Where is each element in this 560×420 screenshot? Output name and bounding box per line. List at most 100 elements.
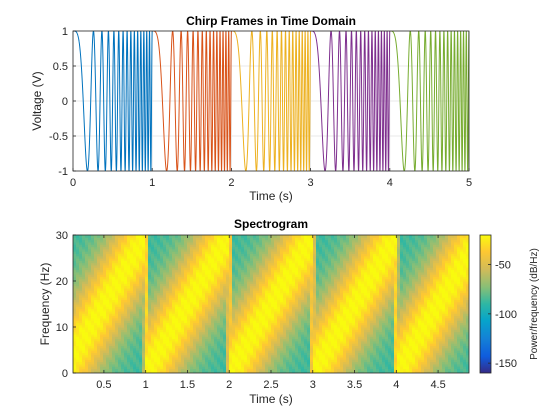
spectrogram-cell (82, 359, 86, 363)
spectrogram-cell (187, 306, 191, 310)
spectrogram-cell (277, 278, 281, 282)
spectrogram-cell (178, 285, 182, 289)
spectrogram-cell (292, 361, 296, 365)
spectrogram-cell (115, 274, 119, 277)
spectrogram-cell (169, 368, 173, 372)
spectrogram-cell (271, 269, 275, 273)
spectrogram-cell (175, 322, 179, 326)
spectrogram-cell (196, 306, 200, 310)
spectrogram-cell (88, 322, 92, 326)
spectrogram-cell (313, 343, 317, 346)
spectrogram-cell (247, 258, 251, 261)
spectrogram-cell (205, 306, 209, 310)
spectrogram-cell (199, 251, 203, 254)
spectrogram-cell (214, 246, 218, 250)
spectrogram-cell (91, 264, 95, 268)
spectrogram-cell (169, 262, 173, 266)
spectrogram-cell (172, 359, 176, 363)
spectrogram-cell (157, 297, 161, 300)
spectrogram-cell (211, 237, 215, 241)
spectrogram-cell (112, 320, 116, 323)
spectrogram-cell (73, 290, 77, 294)
spectrogram-cell (178, 356, 182, 360)
spectrogram-cell (208, 241, 212, 245)
spectrogram-cell (280, 352, 284, 356)
spectrogram-cell (214, 340, 218, 344)
spectrogram-cell (133, 267, 137, 271)
spectrogram-cell (124, 340, 128, 344)
spectrogram-cell (313, 368, 317, 372)
spectrogram-cell (262, 246, 266, 250)
spectrogram-cell (313, 297, 317, 300)
spectrogram-cell (268, 264, 272, 268)
spectrogram-cell (85, 262, 89, 266)
spectrogram-cell (106, 290, 110, 294)
spectrogram-cell (172, 299, 176, 303)
spectrogram-cell (118, 315, 122, 319)
spectrogram-cell (220, 244, 224, 248)
spectrogram-cell (211, 248, 215, 252)
spectrogram-cell (280, 248, 284, 252)
spectrogram-cell (73, 251, 77, 254)
spectrogram-cell (247, 251, 251, 254)
spectrogram-cell (193, 283, 197, 287)
spectrogram-cell (220, 327, 224, 330)
spectrogram-cell (184, 294, 188, 298)
spectrogram-cell (301, 329, 305, 333)
spectrogram-cell (112, 343, 116, 346)
spectrogram-cell (148, 350, 152, 353)
spectrogram-cell (274, 237, 278, 241)
spectrogram-cell (160, 327, 164, 330)
spectrogram-cell (289, 310, 293, 314)
spectrogram-cell (217, 287, 221, 291)
spectrogram-cell (169, 292, 173, 296)
spectrogram-cell (115, 278, 119, 282)
spectrogram-cell (136, 340, 140, 344)
spectrogram-cell (190, 352, 194, 356)
spectrogram-cell (205, 258, 209, 261)
spectrogram-cell (103, 370, 107, 373)
spectrogram-cell (313, 359, 317, 363)
spectrogram-cell (172, 283, 176, 287)
spectrogram-cell (319, 345, 323, 349)
spectrogram-cell (163, 366, 167, 369)
spectrogram-cell (163, 278, 167, 282)
spectrogram-cell (76, 251, 80, 254)
spectrogram-cell (187, 324, 191, 328)
spectrogram-cell (241, 368, 245, 372)
spectrogram-cell (292, 267, 296, 271)
spectrogram-cell (250, 253, 254, 257)
spectrogram-cell (88, 283, 92, 287)
spectrogram-cell (319, 352, 323, 356)
spectrogram-cell (133, 320, 137, 323)
spectrogram-cell (298, 345, 302, 349)
spectrogram-cell (280, 285, 284, 289)
spectrogram-cell (148, 368, 152, 372)
spectrogram-cell (304, 313, 308, 317)
spectrogram-cell (286, 329, 290, 333)
spectrogram-cell (268, 338, 272, 342)
spectrogram-cell (208, 278, 212, 282)
spectrogram-cell (241, 294, 245, 298)
spectrogram-cell (289, 338, 293, 342)
spectrogram-cell (160, 345, 164, 349)
spectrogram-cell (286, 260, 290, 264)
spectrogram-cell (298, 350, 302, 353)
spectrogram-cell (259, 306, 263, 310)
spectrogram-cell (313, 251, 317, 254)
spectrogram-cell (88, 278, 92, 282)
spectrogram-cell (250, 264, 254, 268)
spectrogram-cell (316, 264, 320, 268)
spectrogram-cell (193, 313, 197, 317)
spectrogram-cell (250, 290, 254, 294)
spectrogram-cell (88, 271, 92, 275)
spectrogram-cell (223, 287, 227, 291)
spectrogram-cell (139, 354, 143, 358)
spectrogram-cell (196, 359, 200, 363)
spectrogram-cell (307, 308, 311, 312)
spectrogram-cell (82, 267, 86, 271)
spectrogram-cell (316, 340, 320, 344)
spectrogram-cell (79, 370, 83, 373)
spectrogram-cell (79, 327, 83, 330)
spectrogram-cell (136, 253, 140, 257)
